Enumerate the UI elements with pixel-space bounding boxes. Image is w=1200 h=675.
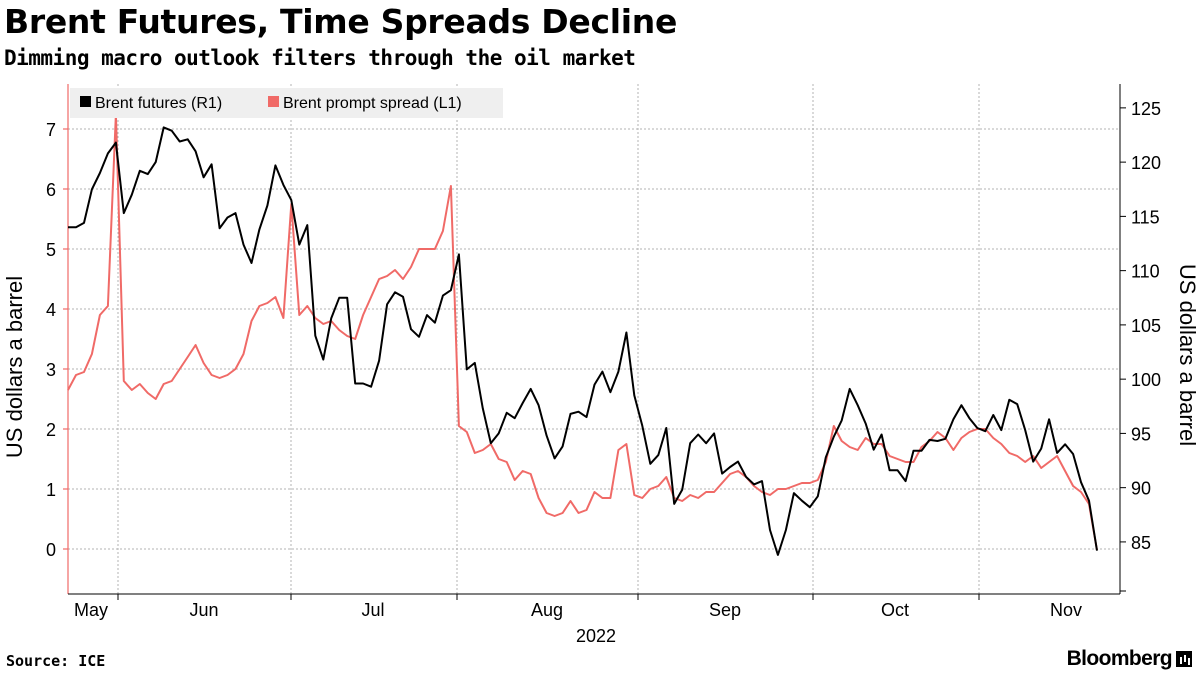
- left-tick-label: 4: [46, 300, 56, 320]
- left-tick-label: 2: [46, 420, 56, 440]
- right-tick-label: 120: [1131, 153, 1161, 173]
- left-axis: 0 1 2 3 4 5 6 7: [46, 84, 69, 594]
- x-tick-label: Jun: [189, 600, 218, 620]
- right-tick-label: 95: [1131, 424, 1151, 444]
- right-tick-label: 85: [1131, 533, 1151, 553]
- right-tick-label: 110: [1131, 262, 1160, 282]
- brand-name: Bloomberg: [1066, 647, 1173, 670]
- legend-background: [70, 88, 503, 118]
- legend-swatch: [80, 96, 91, 107]
- right-tick-label: 115: [1131, 207, 1160, 227]
- series-layer: [67, 113, 1098, 556]
- bloomberg-mark-icon: [1176, 651, 1192, 667]
- left-tick-label: 6: [46, 180, 56, 200]
- x-tick-label: Aug: [531, 600, 563, 620]
- right-tick-label: 100: [1131, 370, 1161, 390]
- brand-logo: Bloomberg: [1067, 647, 1192, 671]
- x-axis: May Jun Jul Aug Sep Oct Nov: [68, 593, 1120, 620]
- right-tick-label: 90: [1131, 479, 1151, 499]
- x-tick-label: Jul: [361, 600, 384, 620]
- chart-title: Brent Futures, Time Spreads Decline: [4, 2, 678, 41]
- right-axis-label: US dollars a barrel: [1175, 264, 1200, 446]
- x-tick-label: Oct: [881, 600, 909, 620]
- source-note: Source: ICE: [6, 652, 106, 670]
- series-line-spread: [67, 113, 1098, 551]
- right-tick-label: 105: [1131, 316, 1161, 336]
- legend-label: Brent futures (R1): [95, 95, 222, 112]
- grid: [68, 84, 1120, 594]
- x-axis-year-label: 2022: [576, 626, 616, 645]
- legend: Brent futures (R1) Brent prompt spread (L…: [70, 88, 503, 118]
- left-tick-label: 5: [46, 240, 56, 260]
- x-tick-label: Sep: [709, 600, 741, 620]
- legend-label: Brent prompt spread (L1): [283, 95, 462, 112]
- x-tick-label: Nov: [1050, 600, 1082, 620]
- left-tick-label: 0: [46, 540, 56, 560]
- left-tick-label: 3: [46, 360, 56, 380]
- right-tick-label: 125: [1131, 99, 1161, 119]
- chart-subtitle: Dimming macro outlook filters through th…: [4, 46, 636, 70]
- left-tick-label: 7: [46, 120, 56, 140]
- series-line-futures: [68, 126, 1098, 556]
- left-tick-label: 1: [46, 480, 56, 500]
- x-tick-label: May: [74, 600, 108, 620]
- left-axis-label: US dollars a barrel: [2, 276, 27, 458]
- chart-canvas: 0 1 2 3 4 5 6 7 85 90 95 100 105 110 115 120 125 May Jun…: [2, 84, 1200, 645]
- right-axis: 85 90 95 100 105 110 115 120 125: [1119, 84, 1161, 594]
- legend-swatch: [268, 96, 279, 107]
